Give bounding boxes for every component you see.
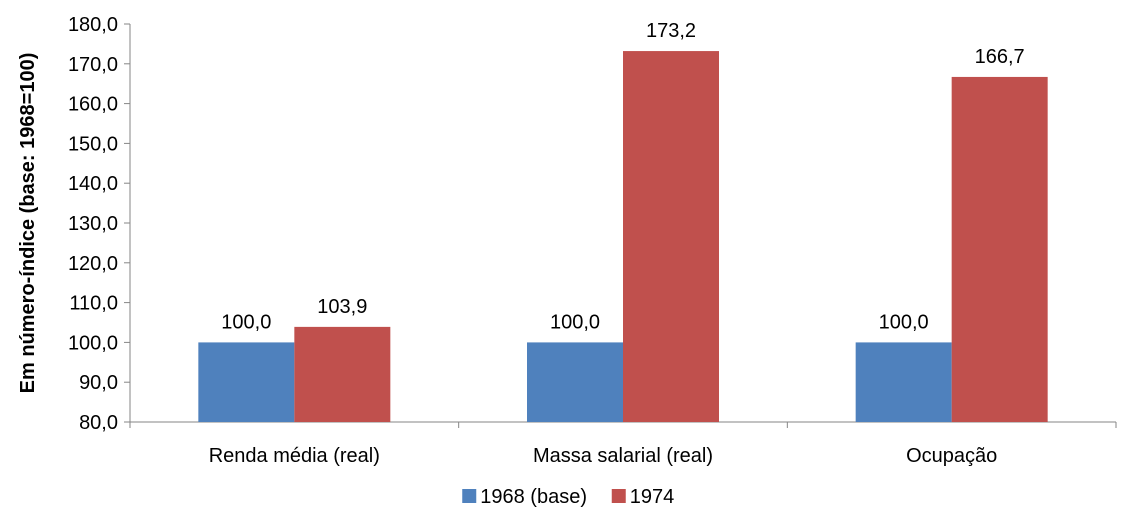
- data-label: 100,0: [550, 311, 600, 333]
- y-tick-label: 180,0: [68, 14, 118, 36]
- bar-comparison: [951, 76, 1048, 423]
- bar-comparison: [294, 326, 391, 422]
- y-tick-label: 80,0: [79, 412, 118, 434]
- x-tick-label: Massa salarial (real): [533, 445, 713, 467]
- y-tick-label: 110,0: [69, 293, 118, 315]
- data-label: 103,9: [317, 296, 367, 318]
- y-tick-label: 120,0: [68, 253, 118, 275]
- legend-swatch: [611, 489, 626, 503]
- data-label: 100,0: [879, 311, 929, 333]
- bar-comparison: [623, 51, 719, 423]
- legend-label: 1974: [630, 486, 675, 508]
- bar-base: [527, 342, 623, 422]
- legend-label: 1968 (base): [480, 486, 587, 508]
- x-tick-label: Renda média (real): [209, 445, 380, 467]
- y-tick-label: 100,0: [68, 332, 118, 354]
- data-label: 166,7: [975, 46, 1025, 68]
- y-tick-label: 130,0: [68, 213, 118, 235]
- data-label: 173,2: [646, 20, 696, 42]
- y-tick-label: 140,0: [68, 173, 118, 195]
- y-tick-label: 150,0: [68, 133, 118, 155]
- legend-swatch: [462, 489, 477, 503]
- x-tick-label: Ocupação: [906, 445, 997, 467]
- y-tick-label: 90,0: [79, 372, 118, 394]
- y-axis-label: Em número-índice (base: 1968=100): [17, 53, 39, 394]
- y-tick-label: 170,0: [68, 54, 118, 76]
- bar-base: [855, 342, 952, 422]
- y-tick-label: 160,0: [68, 94, 118, 116]
- bar-base: [198, 342, 295, 422]
- data-label: 100,0: [221, 311, 271, 333]
